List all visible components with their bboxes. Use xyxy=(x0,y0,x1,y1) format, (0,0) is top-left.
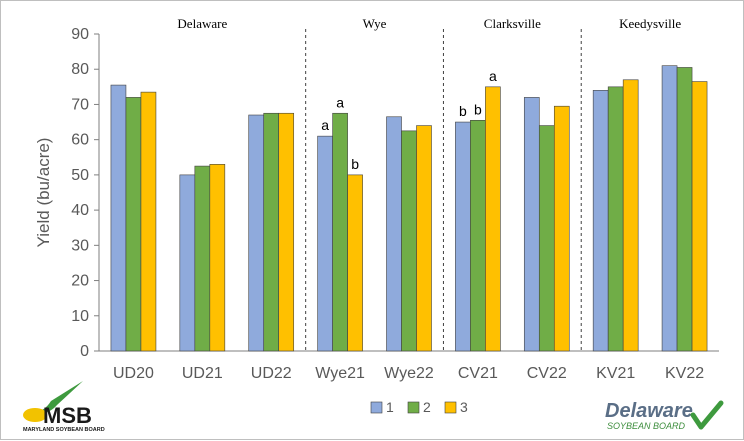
bars-group xyxy=(110,65,708,352)
bar xyxy=(691,81,708,352)
legend-label: 2 xyxy=(423,399,431,415)
bar xyxy=(455,121,471,352)
bar xyxy=(661,65,678,352)
legend-label: 3 xyxy=(460,399,468,415)
bar xyxy=(592,90,609,352)
significance-letter: a xyxy=(321,117,329,133)
y-tick-label: 50 xyxy=(71,167,89,184)
significance-letter: b xyxy=(459,103,467,119)
y-tick-label: 90 xyxy=(71,26,89,43)
x-tick-label: UD21 xyxy=(182,365,223,382)
y-tick-label: 80 xyxy=(71,61,89,78)
labels-group: UD20 UD21 UD22 Wye21 Wye22 CV21 CV22 KV21 KV22 De… xyxy=(113,16,704,382)
svg-text:MSB: MSB xyxy=(43,403,92,428)
bar xyxy=(416,125,432,352)
y-tick-label: 70 xyxy=(71,96,89,113)
y-tick-label: 10 xyxy=(71,308,89,325)
bar xyxy=(470,119,486,352)
bar xyxy=(140,91,157,352)
bar xyxy=(179,174,196,352)
bar xyxy=(125,97,142,352)
significance-letter: b xyxy=(474,101,482,117)
svg-text:Delaware: Delaware xyxy=(605,400,693,422)
region-label: Wye xyxy=(363,16,387,31)
bar xyxy=(607,86,624,352)
y-axis-title: Yield (bu/acre) xyxy=(34,138,53,248)
bar xyxy=(386,116,402,352)
x-tick-label: UD22 xyxy=(251,365,292,382)
legend-swatch xyxy=(444,401,457,414)
svg-text:MARYLAND SOYBEAN BOARD: MARYLAND SOYBEAN BOARD xyxy=(23,427,105,433)
bar xyxy=(194,165,211,352)
bar xyxy=(278,112,295,352)
bar xyxy=(485,86,501,352)
y-tick-label: 40 xyxy=(71,202,89,219)
legend-swatch xyxy=(407,401,420,414)
region-label: Clarksville xyxy=(484,16,541,31)
bar xyxy=(317,135,333,352)
bar xyxy=(263,112,280,352)
significance-letter: a xyxy=(336,94,344,110)
x-tick-label: Wye22 xyxy=(384,365,434,382)
y-tick-label: 0 xyxy=(80,343,89,360)
x-tick-label: KV22 xyxy=(665,365,704,382)
bar xyxy=(332,112,348,352)
bar xyxy=(676,67,693,352)
bar xyxy=(248,114,265,352)
y-tick-label: 60 xyxy=(71,132,89,149)
bar xyxy=(347,174,363,352)
region-label: Keedysville xyxy=(619,16,681,31)
x-tick-label: UD20 xyxy=(113,365,154,382)
significance-letter: a xyxy=(489,68,497,84)
msb-logo: MSB MARYLAND SOYBEAN BOARD xyxy=(23,381,105,433)
bar xyxy=(110,84,127,352)
bar xyxy=(622,79,639,352)
bar xyxy=(538,125,555,352)
delaware-soybean-board-logo: Delaware SOYBEAN BOARD xyxy=(605,400,724,431)
svg-text:SOYBEAN BOARD: SOYBEAN BOARD xyxy=(607,421,686,431)
legend: 1 2 3 xyxy=(370,399,468,415)
legend-swatch xyxy=(370,401,383,414)
x-tick-label: KV21 xyxy=(596,365,635,382)
significance-letter: b xyxy=(351,156,359,172)
region-label: Delaware xyxy=(177,16,227,31)
y-tick-label: 20 xyxy=(71,273,89,290)
x-tick-label: CV22 xyxy=(527,365,567,382)
y-tick-label: 30 xyxy=(71,237,89,254)
x-tick-label: CV21 xyxy=(458,365,498,382)
bar xyxy=(553,105,570,352)
legend-label: 1 xyxy=(386,399,394,415)
bar xyxy=(523,97,540,352)
x-tick-label: Wye21 xyxy=(315,365,365,382)
axes-group: 0 10 20 30 40 50 60 70 80 90 Yield (bu/acre) xyxy=(34,26,719,360)
bar xyxy=(401,130,417,352)
bar xyxy=(209,164,226,352)
